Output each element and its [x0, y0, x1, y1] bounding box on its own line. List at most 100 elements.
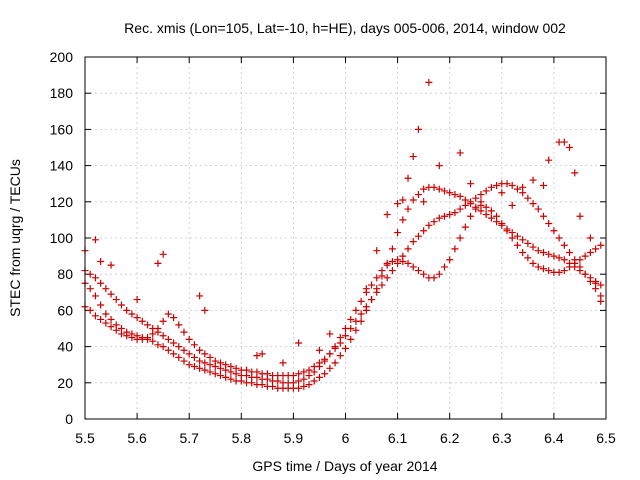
y-tick-label: 100 [50, 230, 74, 246]
data-point [508, 201, 516, 209]
data-point [295, 370, 303, 378]
data-point [430, 183, 438, 191]
data-point [404, 174, 412, 182]
data-point [128, 310, 136, 318]
data-point [597, 297, 605, 305]
data-point [170, 339, 178, 347]
data-point [222, 361, 230, 369]
data-point [175, 343, 183, 351]
data-point [201, 306, 209, 314]
data-point [102, 310, 110, 318]
data-point [414, 267, 422, 275]
x-axis-label: GPS time / Days of year 2014 [252, 458, 437, 474]
data-point [222, 373, 230, 381]
data-point [414, 125, 422, 133]
data-point [180, 328, 188, 336]
data-point [227, 375, 235, 383]
data-point [321, 370, 329, 378]
data-point [86, 306, 94, 314]
data-point [560, 256, 568, 264]
data-point [508, 234, 516, 242]
data-point [487, 214, 495, 222]
y-axis-label: STEC from uqrg / TECUs [7, 159, 23, 317]
data-point [97, 301, 105, 309]
data-point [149, 330, 157, 338]
data-point [493, 212, 501, 220]
data-point [456, 205, 464, 213]
y-tick-labels: 0 20 40 60 80 100 120 140 160 180 200 [50, 49, 74, 427]
data-point [289, 379, 297, 387]
data-point [154, 341, 162, 349]
data-point [117, 301, 125, 309]
data-point [164, 310, 172, 318]
data-point [159, 250, 167, 258]
data-point [159, 343, 167, 351]
data-point [508, 182, 516, 190]
data-point [378, 281, 386, 289]
data-point [420, 227, 428, 235]
data-point [529, 259, 537, 267]
data-point [534, 263, 542, 271]
data-point [91, 292, 99, 300]
data-point [185, 335, 193, 343]
data-point [435, 162, 443, 170]
data-point [352, 317, 360, 325]
data-point [440, 263, 448, 271]
data-point [529, 200, 537, 208]
data-point [467, 180, 475, 188]
data-point [362, 285, 370, 293]
data-point [456, 149, 464, 157]
data-point [399, 216, 407, 224]
data-point [409, 153, 417, 161]
data-point [435, 185, 443, 193]
data-point [555, 268, 563, 276]
data-point [164, 335, 172, 343]
data-point [86, 270, 94, 278]
data-point [394, 259, 402, 267]
data-point [253, 352, 261, 360]
x-tick-label: 5.9 [284, 430, 304, 446]
data-point [279, 359, 287, 367]
data-point [154, 259, 162, 267]
data-point [300, 375, 308, 383]
data-point [201, 366, 209, 374]
data-point [326, 350, 334, 358]
data-point [91, 236, 99, 244]
data-point [196, 346, 204, 354]
data-point [586, 248, 594, 256]
data-point [539, 248, 547, 256]
y-tick-label: 120 [50, 194, 74, 210]
data-point [513, 185, 521, 193]
data-point [404, 205, 412, 213]
y-tick-label: 140 [50, 158, 74, 174]
data-point [190, 353, 198, 361]
data-point [102, 285, 110, 293]
data-point [446, 210, 454, 218]
data-point [196, 292, 204, 300]
data-point [414, 232, 422, 240]
data-point [362, 303, 370, 311]
data-point [258, 350, 266, 358]
data-point [597, 241, 605, 249]
data-point [482, 187, 490, 195]
x-tick-label: 5.6 [127, 430, 147, 446]
data-point [227, 363, 235, 371]
data-point [295, 384, 303, 392]
data-point [144, 321, 152, 329]
x-tick-label: 6.3 [492, 430, 512, 446]
data-point [373, 274, 381, 282]
data-point [170, 350, 178, 358]
data-point [190, 341, 198, 349]
x-tick-label: 6.4 [544, 430, 564, 446]
data-point [394, 200, 402, 208]
data-point [576, 263, 584, 271]
data-point [206, 353, 214, 361]
data-points [81, 78, 605, 392]
y-tick-label: 60 [57, 302, 73, 318]
data-point [97, 315, 105, 323]
data-point [295, 377, 303, 385]
data-point [112, 326, 120, 334]
data-point [435, 214, 443, 222]
data-point [128, 334, 136, 342]
gridlines [85, 57, 606, 419]
